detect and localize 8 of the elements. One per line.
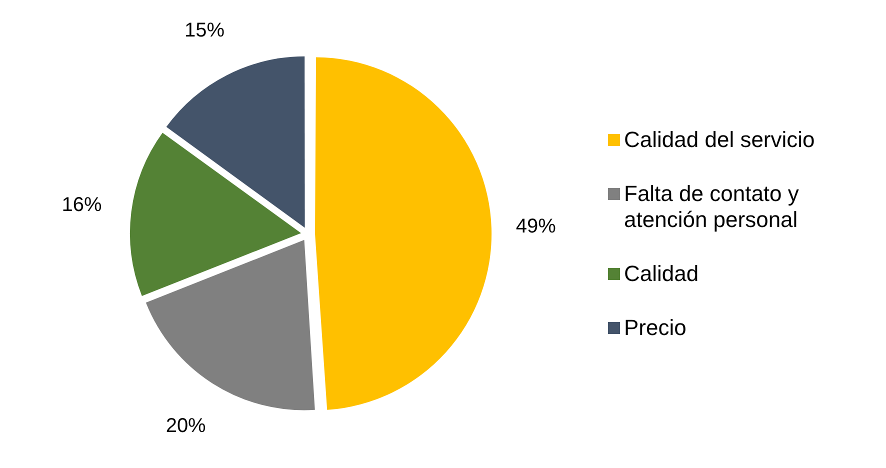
- legend-label: Falta de contato y atención personal: [624, 181, 800, 233]
- legend-label: Precio: [624, 315, 686, 341]
- data-label: 16%: [62, 194, 102, 216]
- data-label: 15%: [184, 19, 225, 42]
- legend-label: Calidad: [624, 261, 699, 287]
- legend-label: Calidad del servicio: [624, 127, 815, 153]
- data-label: 20%: [166, 415, 206, 438]
- data-label: 49%: [516, 215, 556, 238]
